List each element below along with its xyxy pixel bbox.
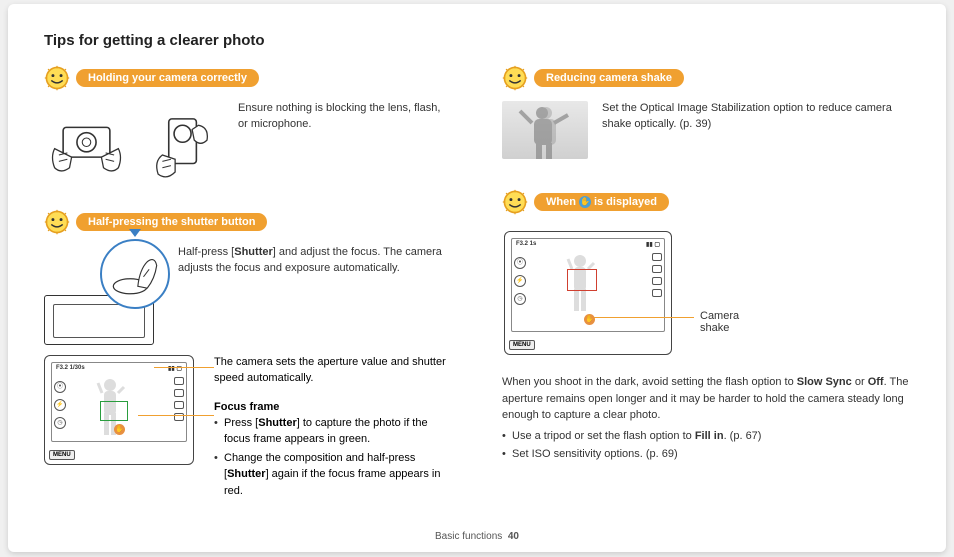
shake-body-text: Set the Optical Image Stabilization opti… xyxy=(602,101,910,155)
section-body-shake: Set the Optical Image Stabilization opti… xyxy=(502,101,910,159)
section-heading-halfpress: Half-pressing the shutter button xyxy=(44,209,452,235)
left-column: Holding your camera correctly xyxy=(44,65,452,501)
page-title: Tips for getting a clearer photo xyxy=(44,32,910,49)
bullet-tripod: Use a tripod or set the flash option to … xyxy=(502,428,910,445)
smiley-icon xyxy=(44,65,70,91)
smiley-icon xyxy=(502,65,528,91)
halfpress-body-text: Half-press [Shutter] and adjust the focu… xyxy=(178,245,452,341)
flash-icon: ⚡ xyxy=(54,399,66,411)
manual-page: Tips for getting a clearer photo Holding… xyxy=(8,4,946,552)
smiley-icon xyxy=(502,189,528,215)
timer-icon: ◷ xyxy=(514,293,526,305)
shake-indicator-icon: ✋ xyxy=(114,424,125,435)
camera-shake-callout: Camera shake xyxy=(700,310,739,334)
lcd-right-icons xyxy=(652,253,662,297)
pill-holding: Holding your camera correctly xyxy=(76,69,259,87)
focus-frame-red xyxy=(567,269,597,291)
section-heading-holding: Holding your camera correctly xyxy=(44,65,452,91)
shake-photo-illustration xyxy=(502,101,588,159)
pill-halfpress: Half-pressing the shutter button xyxy=(76,213,267,231)
right-column: Reducing camera shake Set the Optical Im… xyxy=(502,65,910,501)
section-heading-shake: Reducing camera shake xyxy=(502,65,910,91)
lcd-screen-green: F3.2 1/30s ▮▮ ▢ xyxy=(44,355,194,465)
mode-icon: ⦿ xyxy=(514,257,526,269)
focus-frame-heading: Focus frame xyxy=(214,401,452,413)
focus-frame-green xyxy=(100,401,128,421)
menu-button-label: MENU xyxy=(509,340,535,350)
pill-shake: Reducing camera shake xyxy=(534,69,684,87)
pill-when-displayed: When ✋ is displayed xyxy=(534,193,669,211)
hand-shake-icon: ✋ xyxy=(579,196,591,208)
lcd-exposure-readout: F3.2 1/30s xyxy=(56,365,85,372)
section-heading-when-displayed: When ✋ is displayed xyxy=(502,189,910,215)
shake-indicator-icon: ✋ xyxy=(584,314,595,325)
smiley-icon xyxy=(44,209,70,235)
two-column-layout: Holding your camera correctly xyxy=(44,65,910,501)
lcd-left-icons: ⦿ ⚡ ◷ xyxy=(54,381,66,429)
bullet-green: Press [Shutter] to capture the photo if … xyxy=(214,415,452,448)
bullet-iso: Set ISO sensitivity options. (p. 69) xyxy=(502,446,910,463)
down-arrow-icon xyxy=(129,229,141,237)
bullet-red: Change the composition and half-press [S… xyxy=(214,450,452,500)
lcd-battery-icon: ▮▮ ▢ xyxy=(646,241,660,248)
halfpress-illustration xyxy=(44,245,164,345)
lcd-focus-section: F3.2 1/30s ▮▮ ▢ xyxy=(44,355,452,501)
menu-button-label: MENU xyxy=(49,450,75,460)
lcd-screen-red: F3.2 1s ▮▮ ▢ xyxy=(504,231,672,355)
section-body-halfpress: Half-press [Shutter] and adjust the focu… xyxy=(44,245,452,345)
focus-frame-bullets: Press [Shutter] to capture the photo if … xyxy=(214,415,452,500)
finger-press-icon xyxy=(102,241,168,307)
holding-body-text: Ensure nothing is blocking the lens, fla… xyxy=(238,101,452,187)
lcd-left-icons: ⦿ ⚡ ◷ xyxy=(514,257,526,305)
flash-icon: ⚡ xyxy=(514,275,526,287)
holding-illustration xyxy=(44,101,224,191)
aperture-callout-text: The camera sets the aperture value and s… xyxy=(214,355,452,387)
hold-camera-vertical-icon xyxy=(139,104,224,189)
mode-icon: ⦿ xyxy=(54,381,66,393)
lcd-exposure-readout: F3.2 1s xyxy=(516,241,536,248)
page-footer: Basic functions 40 xyxy=(8,531,946,542)
timer-icon: ◷ xyxy=(54,417,66,429)
dark-shooting-paragraph: When you shoot in the dark, avoid settin… xyxy=(502,374,910,463)
section-body-holding: Ensure nothing is blocking the lens, fla… xyxy=(44,101,452,191)
hold-camera-front-icon xyxy=(44,104,129,189)
